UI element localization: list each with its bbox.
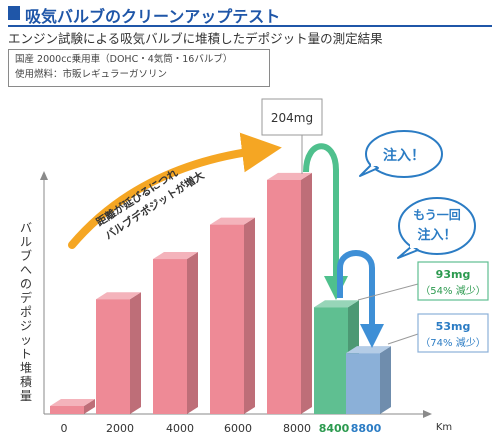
y-label-char: ポ <box>20 305 32 319</box>
bar-face-6000 <box>210 224 244 414</box>
inject-label-1: 注入！ <box>383 147 425 164</box>
x-axis-unit: Km <box>436 422 452 433</box>
bar-side-8800 <box>380 346 391 414</box>
bar-face-0 <box>50 406 84 414</box>
bar-top-8400 <box>314 300 359 308</box>
peak-callout-box <box>261 98 323 136</box>
x-tick-2000: 2000 <box>106 422 134 435</box>
inject-bubble-1: 注入！ <box>359 130 443 178</box>
result-value-8400: 93mg <box>436 268 471 281</box>
inject-label-2b: 注入！ <box>417 227 456 243</box>
bar-2000 <box>96 292 141 414</box>
test-spec-box: 国産 2000cc乗用車（DOHC・4気筒・16バルブ） 使用燃料：市販レギュラ… <box>8 49 270 87</box>
result-pct-8400: （54% 減少） <box>420 284 485 297</box>
bar-6000 <box>210 217 255 414</box>
result-box-8400: 93mg （54% 減少） <box>357 261 489 301</box>
trend-arrow <box>68 132 282 249</box>
inject-label-2a: もう一回 <box>413 208 461 222</box>
y-label-char: 量 <box>20 389 32 403</box>
bar-face-8400 <box>314 307 348 414</box>
x-axis-arrow-icon <box>423 410 432 418</box>
bar-face-4000 <box>153 259 187 414</box>
x-tick-0: 0 <box>61 422 68 435</box>
y-label-char: へ <box>20 263 32 277</box>
x-tick-8400: 8400 <box>319 422 350 435</box>
y-label-char: ブ <box>20 248 32 263</box>
chart-title: 吸気バルブのクリーンアップテスト <box>25 7 281 26</box>
peak-value-label: 204mg <box>271 111 313 125</box>
bar-0 <box>50 399 95 414</box>
bar-face-2000 <box>96 299 130 414</box>
y-axis-arrow-icon <box>40 171 48 180</box>
bar-8000 <box>267 172 312 414</box>
bar-top-8000 <box>267 172 312 180</box>
x-tick-6000: 6000 <box>224 422 252 435</box>
peak-callout: 204mg <box>261 98 323 174</box>
spec-line-fuel: 使用燃料：市販レギュラーガソリン <box>15 69 168 80</box>
bar-top-6000 <box>210 217 255 225</box>
y-label-char: ル <box>20 235 32 249</box>
title-square-icon <box>8 6 20 20</box>
bar-face-8800 <box>346 353 380 414</box>
bar-face-8000 <box>267 179 301 414</box>
x-tick-4000: 4000 <box>166 422 194 435</box>
y-label-char: バ <box>20 221 32 235</box>
inject-arrow-2 <box>337 250 384 348</box>
y-label-char: 堆 <box>20 361 32 375</box>
inject-arrow-1 <box>303 143 348 300</box>
x-tick-8000: 8000 <box>283 422 311 435</box>
y-label-char: ッ <box>20 333 32 347</box>
title-bar: 吸気バルブのクリーンアップテスト <box>8 3 492 27</box>
y-label-char: デ <box>20 290 32 305</box>
bar-side-0 <box>84 399 95 414</box>
x-tick-8800: 8800 <box>351 422 382 435</box>
x-tick-labels: 0 2000 4000 6000 8000 8400 8800 <box>61 422 382 435</box>
bar-top-2000 <box>96 292 141 300</box>
bar-8800 <box>346 346 391 414</box>
result-box-8800: 53mg （74% 減少） <box>387 313 489 353</box>
y-label-char: ジ <box>20 319 32 333</box>
spec-line-vehicle: 国産 2000cc乗用車（DOHC・4気筒・16バルブ） <box>15 54 233 65</box>
bar-series <box>50 172 391 414</box>
y-label-char: ト <box>20 347 32 361</box>
y-label-char: 積 <box>20 374 32 389</box>
chart-subtitle: エンジン試験による吸気バルブに堆積したデポジット量の測定結果 <box>8 31 383 46</box>
inject-bubble-2: もう一回 注入！ <box>397 197 476 259</box>
bar-side-4000 <box>187 252 198 414</box>
bar-top-4000 <box>153 252 198 260</box>
y-label-char: の <box>20 277 32 291</box>
result-value-8800: 53mg <box>436 320 471 333</box>
bar-side-6000 <box>244 217 255 414</box>
bar-4000 <box>153 252 198 414</box>
bar-side-8000 <box>301 172 312 414</box>
bar-side-2000 <box>130 292 141 414</box>
bar-top-0 <box>50 399 95 406</box>
result-pct-8800: （74% 減少） <box>420 336 485 349</box>
